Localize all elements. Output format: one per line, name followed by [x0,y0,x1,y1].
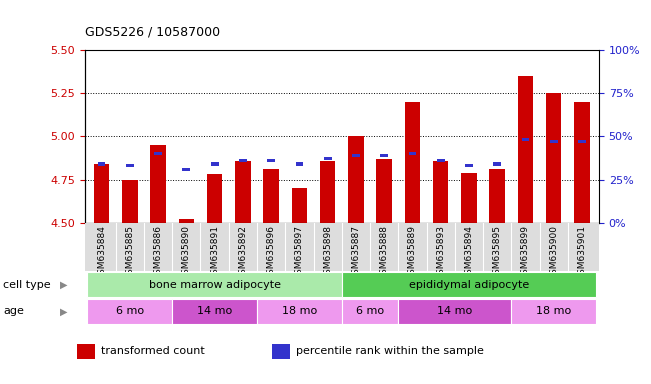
Text: 18 mo: 18 mo [282,306,317,316]
Text: GDS5226 / 10587000: GDS5226 / 10587000 [85,25,220,38]
Bar [85,223,599,271]
Text: GSM635887: GSM635887 [352,225,361,280]
Text: GSM635893: GSM635893 [436,225,445,280]
Text: GSM635896: GSM635896 [267,225,275,280]
Bar [342,272,596,297]
Text: cell type: cell type [3,280,51,290]
Text: ▶: ▶ [60,306,68,316]
Bar [518,76,533,223]
Bar [578,140,586,143]
Bar [239,159,247,162]
Bar [376,159,392,223]
Bar [324,157,331,161]
Text: 14 mo: 14 mo [437,306,473,316]
Bar [465,164,473,167]
Text: age: age [3,306,24,316]
Bar [490,169,505,223]
Bar [178,219,194,223]
Text: transformed count: transformed count [101,346,204,356]
Bar [272,344,290,359]
Text: GSM635899: GSM635899 [521,225,530,280]
Bar [235,161,251,223]
Text: GSM635895: GSM635895 [493,225,502,280]
Bar [257,299,342,324]
Text: GSM635897: GSM635897 [295,225,304,280]
Bar [182,167,190,171]
Bar [268,159,275,162]
Bar [98,162,105,166]
Bar [348,136,364,223]
Text: GSM635888: GSM635888 [380,225,389,280]
Bar [511,299,596,324]
Bar [342,299,398,324]
Text: GSM635891: GSM635891 [210,225,219,280]
Bar [546,93,561,223]
Text: 14 mo: 14 mo [197,306,232,316]
Bar [122,180,137,223]
Bar [437,159,445,162]
Text: GSM635886: GSM635886 [154,225,163,280]
Bar [154,152,162,155]
Bar [77,344,95,359]
Text: 18 mo: 18 mo [536,306,572,316]
Bar [409,152,416,155]
Bar [126,164,133,167]
Bar [352,154,360,157]
Bar [87,272,342,297]
Bar [398,299,511,324]
Text: percentile rank within the sample: percentile rank within the sample [296,346,484,356]
Bar [173,299,257,324]
Text: epididymal adipocyte: epididymal adipocyte [409,280,529,290]
Bar [521,138,529,141]
Text: GSM635898: GSM635898 [323,225,332,280]
Bar [150,145,166,223]
Bar [380,154,388,157]
Text: bone marrow adipocyte: bone marrow adipocyte [148,280,281,290]
Bar [493,162,501,166]
Bar [211,162,219,166]
Bar [405,102,420,223]
Text: GSM635894: GSM635894 [464,225,473,280]
Text: ▶: ▶ [60,280,68,290]
Bar [296,162,303,166]
Text: GSM635884: GSM635884 [97,225,106,280]
Text: GSM635900: GSM635900 [549,225,558,280]
Bar [320,161,335,223]
Bar [433,161,449,223]
Bar [461,173,477,223]
Bar [207,174,223,223]
Text: 6 mo: 6 mo [356,306,384,316]
Text: GSM635901: GSM635901 [577,225,587,280]
Bar [574,102,590,223]
Bar [264,169,279,223]
Text: GSM635892: GSM635892 [238,225,247,280]
Text: GSM635889: GSM635889 [408,225,417,280]
Text: GSM635885: GSM635885 [126,225,134,280]
Text: GSM635890: GSM635890 [182,225,191,280]
Bar [550,140,558,143]
Bar [292,188,307,223]
Bar [94,164,109,223]
Text: 6 mo: 6 mo [116,306,144,316]
Bar [87,299,173,324]
